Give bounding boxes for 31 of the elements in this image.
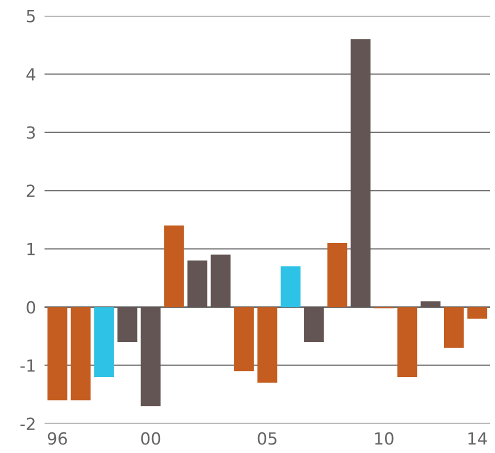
bar	[304, 307, 324, 342]
bar	[397, 307, 418, 377]
bar	[444, 307, 464, 348]
bar	[257, 307, 278, 383]
bar	[117, 307, 138, 342]
y-tick-label: 3	[26, 126, 35, 139]
bar	[467, 307, 488, 319]
bar	[140, 307, 161, 406]
bar	[280, 266, 301, 308]
bar	[187, 260, 208, 308]
x-tick-label: 00	[141, 432, 160, 445]
y-tick-label: -2	[20, 418, 35, 430]
bar	[350, 39, 371, 308]
bar	[420, 301, 440, 308]
x-tick-label: 96	[48, 432, 67, 445]
bar	[70, 307, 91, 400]
y-tick-label: 0	[26, 301, 36, 314]
y-tick-label: 5	[26, 10, 35, 22]
bar	[210, 254, 231, 308]
y-tick-label: 1	[27, 243, 35, 256]
bar	[164, 226, 184, 308]
x-tick-label: 10	[375, 432, 394, 445]
x-tick-label: 14	[468, 432, 487, 445]
y-tick-label: -1	[20, 359, 35, 372]
y-tick-label: 4	[26, 68, 36, 80]
bar	[327, 243, 348, 308]
bar	[234, 307, 254, 372]
y-tick-label: 2	[26, 184, 35, 197]
bar	[94, 307, 114, 377]
bar	[47, 307, 68, 400]
x-tick-label: 05	[258, 432, 276, 445]
